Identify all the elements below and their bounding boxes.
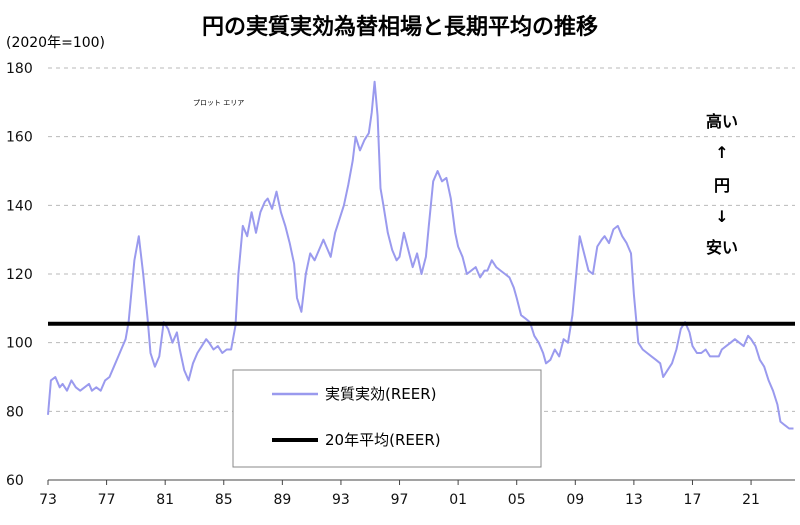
x-tick-label: 81 bbox=[156, 492, 174, 508]
x-tick-label: 17 bbox=[684, 492, 702, 508]
x-tick-label: 93 bbox=[332, 492, 350, 508]
legend-box bbox=[232, 369, 542, 468]
x-tick-label: 05 bbox=[508, 492, 526, 508]
annotation-down-arrow: ↓ bbox=[715, 207, 728, 226]
x-axis-ticks: 73 77 81 85 89 93 97 01 05 09 13 17 21 bbox=[39, 479, 795, 508]
plot-area-label: プロット エリア bbox=[193, 99, 244, 107]
x-tick-label: 97 bbox=[391, 492, 409, 508]
series-line-reer bbox=[47, 80, 794, 430]
x-tick-label: 01 bbox=[449, 492, 467, 508]
x-tick-label: 85 bbox=[215, 492, 233, 508]
annotation-low: 安い bbox=[706, 238, 738, 257]
x-tick-label: 89 bbox=[273, 492, 291, 508]
annotation-high: 高い bbox=[706, 112, 738, 131]
x-tick-label: 09 bbox=[566, 492, 584, 508]
legend-label-reer: 実質実効(REER) bbox=[325, 385, 437, 403]
annotations: 高い ↑ 円 ↓ 安い bbox=[706, 112, 738, 257]
y-tick-label: 140 bbox=[6, 198, 33, 214]
chart-title: 円の実質実効為替相場と長期平均の推移 bbox=[202, 14, 598, 40]
x-tick-label: 77 bbox=[98, 492, 116, 508]
legend-label-average: 20年平均(REER) bbox=[325, 431, 441, 449]
y-tick-label: 80 bbox=[6, 404, 24, 420]
x-tick-label: 73 bbox=[39, 492, 57, 508]
y-tick-label: 100 bbox=[6, 336, 33, 352]
y-tick-label: 120 bbox=[6, 267, 33, 283]
x-tick-label: 21 bbox=[742, 492, 760, 508]
annotation-yen: 円 bbox=[714, 176, 730, 195]
annotation-up-arrow: ↑ bbox=[715, 143, 728, 162]
y-tick-label: 60 bbox=[6, 473, 24, 489]
gridlines bbox=[48, 67, 795, 412]
y-tick-label: 160 bbox=[6, 130, 33, 146]
y-tick-label: 180 bbox=[6, 61, 33, 77]
legend: 実質実効(REER) 20年平均(REER) bbox=[232, 369, 542, 468]
y-axis-ticks: 60 80 100 120 140 160 180 bbox=[6, 61, 33, 489]
unit-label: (2020年=100) bbox=[6, 35, 105, 51]
series-layer bbox=[47, 80, 795, 430]
x-tick-label: 13 bbox=[625, 492, 643, 508]
